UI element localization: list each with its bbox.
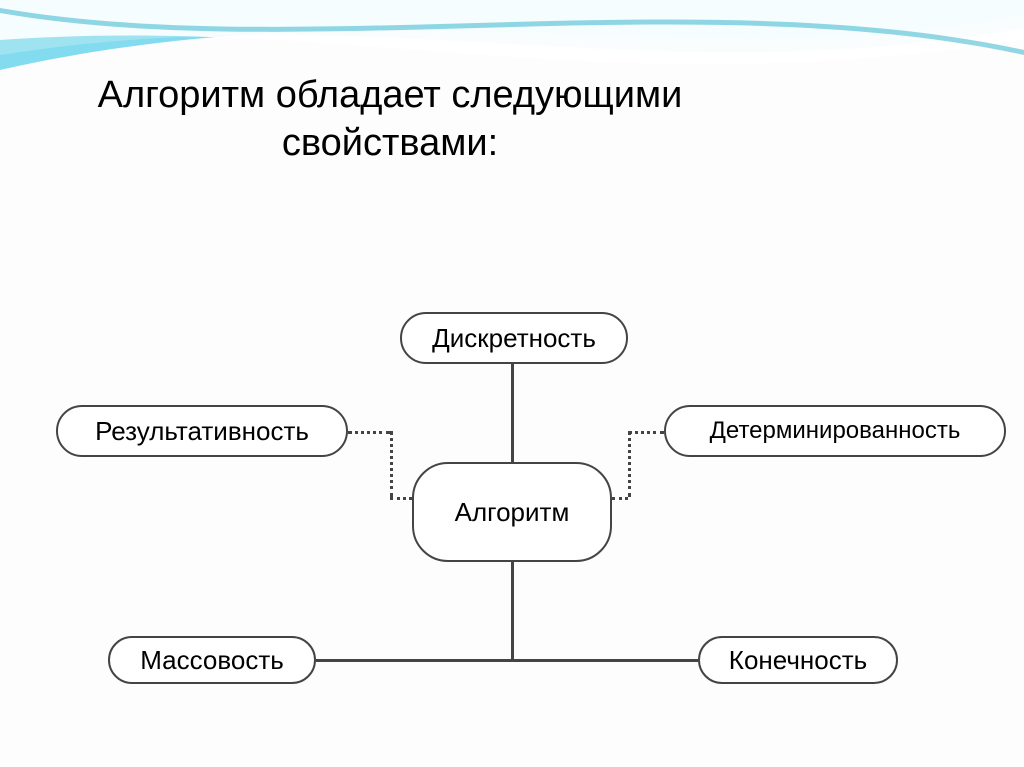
node-algorithm-label: Алгоритм bbox=[455, 497, 570, 528]
page-title: Алгоритм обладает следующими свойствами: bbox=[80, 72, 700, 167]
node-determinism: Детерминированность bbox=[664, 405, 1006, 457]
title-line2: свойствами: bbox=[282, 122, 498, 164]
node-mass-label: Массовость bbox=[140, 645, 284, 676]
node-resultativeness-label: Результативность bbox=[95, 416, 309, 447]
node-resultativeness: Результативность bbox=[56, 405, 348, 457]
node-algorithm: Алгоритм bbox=[412, 462, 612, 562]
edge bbox=[511, 562, 514, 662]
node-finiteness: Конечность bbox=[698, 636, 898, 684]
edge bbox=[512, 659, 698, 662]
node-discreteness: Дискретность bbox=[400, 312, 628, 364]
edge bbox=[511, 364, 514, 462]
edge-dotted bbox=[348, 431, 390, 434]
title-line1: Алгоритм обладает следующими bbox=[98, 74, 683, 116]
edge-dotted bbox=[628, 431, 664, 434]
edge bbox=[316, 659, 512, 662]
node-finiteness-label: Конечность bbox=[729, 645, 867, 676]
node-mass: Массовость bbox=[108, 636, 316, 684]
node-determinism-label: Детерминированность bbox=[710, 417, 961, 445]
node-discreteness-label: Дискретность bbox=[432, 323, 596, 354]
edge-dotted bbox=[390, 497, 412, 500]
edge-dotted bbox=[390, 431, 393, 497]
edge-dotted bbox=[612, 497, 628, 500]
edge-dotted bbox=[628, 431, 631, 497]
